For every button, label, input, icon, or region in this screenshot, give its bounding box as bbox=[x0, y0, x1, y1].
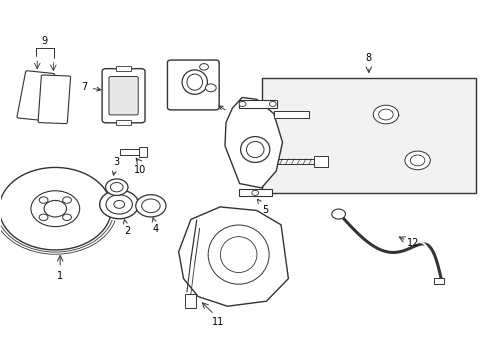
Circle shape bbox=[100, 190, 139, 219]
Ellipse shape bbox=[186, 74, 202, 90]
Bar bbox=[120, 149, 143, 155]
Circle shape bbox=[106, 195, 132, 214]
FancyBboxPatch shape bbox=[102, 69, 145, 123]
Bar bbox=[433, 278, 444, 284]
Text: 3: 3 bbox=[112, 157, 119, 175]
Ellipse shape bbox=[220, 237, 256, 273]
Circle shape bbox=[239, 102, 245, 107]
Text: 1: 1 bbox=[57, 271, 63, 282]
Bar bbox=[273, 111, 308, 118]
Circle shape bbox=[331, 209, 345, 219]
Text: 2: 2 bbox=[123, 220, 130, 236]
FancyBboxPatch shape bbox=[109, 77, 138, 115]
Ellipse shape bbox=[136, 195, 165, 217]
Ellipse shape bbox=[240, 136, 269, 162]
Circle shape bbox=[44, 201, 66, 217]
Text: 5: 5 bbox=[257, 199, 268, 215]
Bar bbox=[238, 100, 276, 108]
Circle shape bbox=[199, 64, 208, 70]
Text: 11: 11 bbox=[211, 317, 224, 327]
Circle shape bbox=[62, 214, 71, 221]
Circle shape bbox=[251, 190, 258, 195]
Bar bbox=[261, 78, 475, 193]
FancyBboxPatch shape bbox=[38, 75, 70, 123]
Circle shape bbox=[372, 105, 398, 124]
Ellipse shape bbox=[208, 225, 268, 284]
Text: 4: 4 bbox=[152, 218, 159, 234]
Bar bbox=[116, 120, 131, 125]
Circle shape bbox=[378, 109, 392, 120]
Circle shape bbox=[31, 191, 80, 226]
Circle shape bbox=[404, 151, 429, 170]
Circle shape bbox=[0, 167, 111, 250]
Bar bbox=[139, 147, 147, 157]
Ellipse shape bbox=[182, 70, 207, 94]
Circle shape bbox=[114, 201, 124, 208]
Bar bbox=[116, 66, 131, 71]
FancyBboxPatch shape bbox=[17, 71, 55, 121]
Bar bbox=[238, 189, 271, 196]
Polygon shape bbox=[178, 207, 288, 306]
Text: 9: 9 bbox=[41, 36, 47, 45]
Ellipse shape bbox=[246, 141, 264, 158]
Ellipse shape bbox=[142, 199, 160, 213]
Circle shape bbox=[409, 155, 424, 166]
Bar bbox=[314, 156, 327, 167]
Bar bbox=[184, 294, 195, 308]
Polygon shape bbox=[224, 98, 282, 188]
Text: 8: 8 bbox=[365, 53, 371, 63]
Text: 10: 10 bbox=[133, 165, 145, 175]
Text: 6: 6 bbox=[219, 106, 236, 120]
Circle shape bbox=[62, 197, 71, 203]
Circle shape bbox=[39, 214, 48, 221]
Circle shape bbox=[105, 179, 128, 195]
FancyBboxPatch shape bbox=[167, 60, 219, 110]
Text: 12: 12 bbox=[406, 238, 418, 248]
Text: 7: 7 bbox=[81, 82, 101, 93]
Circle shape bbox=[110, 183, 123, 192]
Circle shape bbox=[39, 197, 48, 203]
Circle shape bbox=[205, 84, 216, 92]
Circle shape bbox=[269, 102, 276, 107]
